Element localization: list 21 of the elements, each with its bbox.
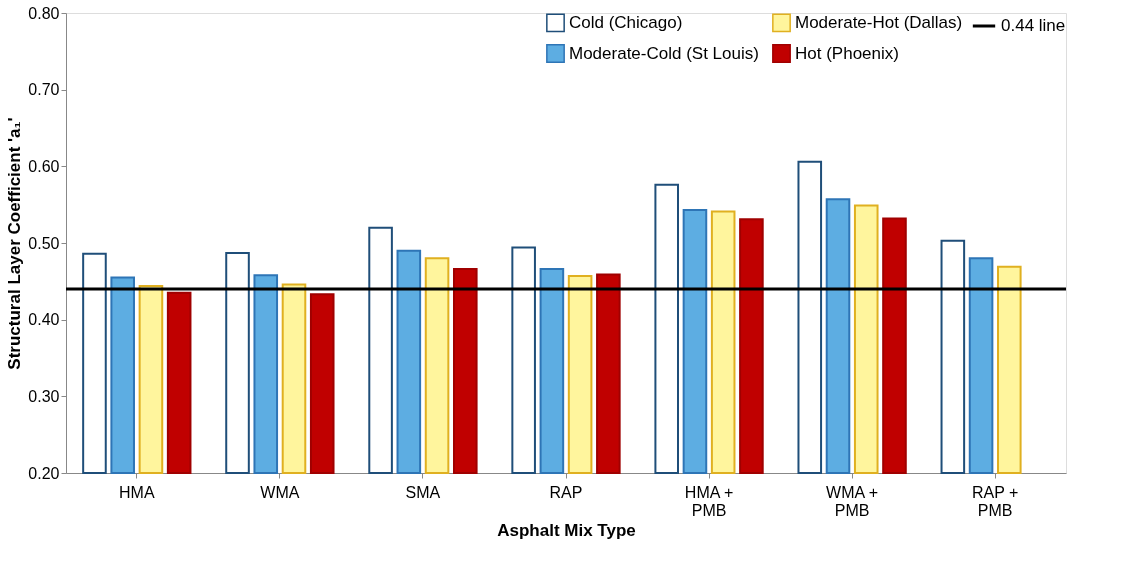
legend-label: Hot (Phoenix) <box>795 43 899 63</box>
legend-label: Moderate-Hot (Dallas) <box>795 12 963 32</box>
x-axis-title: Asphalt Mix Type <box>497 520 636 540</box>
x-tick-label: RAP + PMB <box>971 483 1019 519</box>
x-tick-label: WMA + PMB <box>826 483 879 519</box>
x-tick-label: SMA <box>405 483 441 501</box>
y-tick-label: 0.30 <box>28 387 60 405</box>
x-tick-label: HMA + PMB <box>684 483 734 519</box>
x-tick-label: HMA <box>119 483 155 501</box>
x-tick-label: RAP <box>549 483 583 501</box>
y-tick-label: 0.80 <box>28 4 60 22</box>
legend-label: Moderate-Cold (St Louis) <box>569 43 759 63</box>
y-tick-label: 0.50 <box>28 234 60 252</box>
y-tick-label: 0.20 <box>28 464 60 482</box>
y-tick-label: 0.70 <box>28 81 60 99</box>
y-tick-label: 0.40 <box>28 311 60 329</box>
y-axis-title: Structural Layer Coefficient 'a₁' <box>5 117 25 370</box>
x-tick-label: WMA <box>260 483 300 501</box>
legend-label: Cold (Chicago) <box>569 12 683 32</box>
y-tick-label: 0.60 <box>28 157 60 175</box>
legend-label: 0.44 line <box>1001 16 1066 35</box>
